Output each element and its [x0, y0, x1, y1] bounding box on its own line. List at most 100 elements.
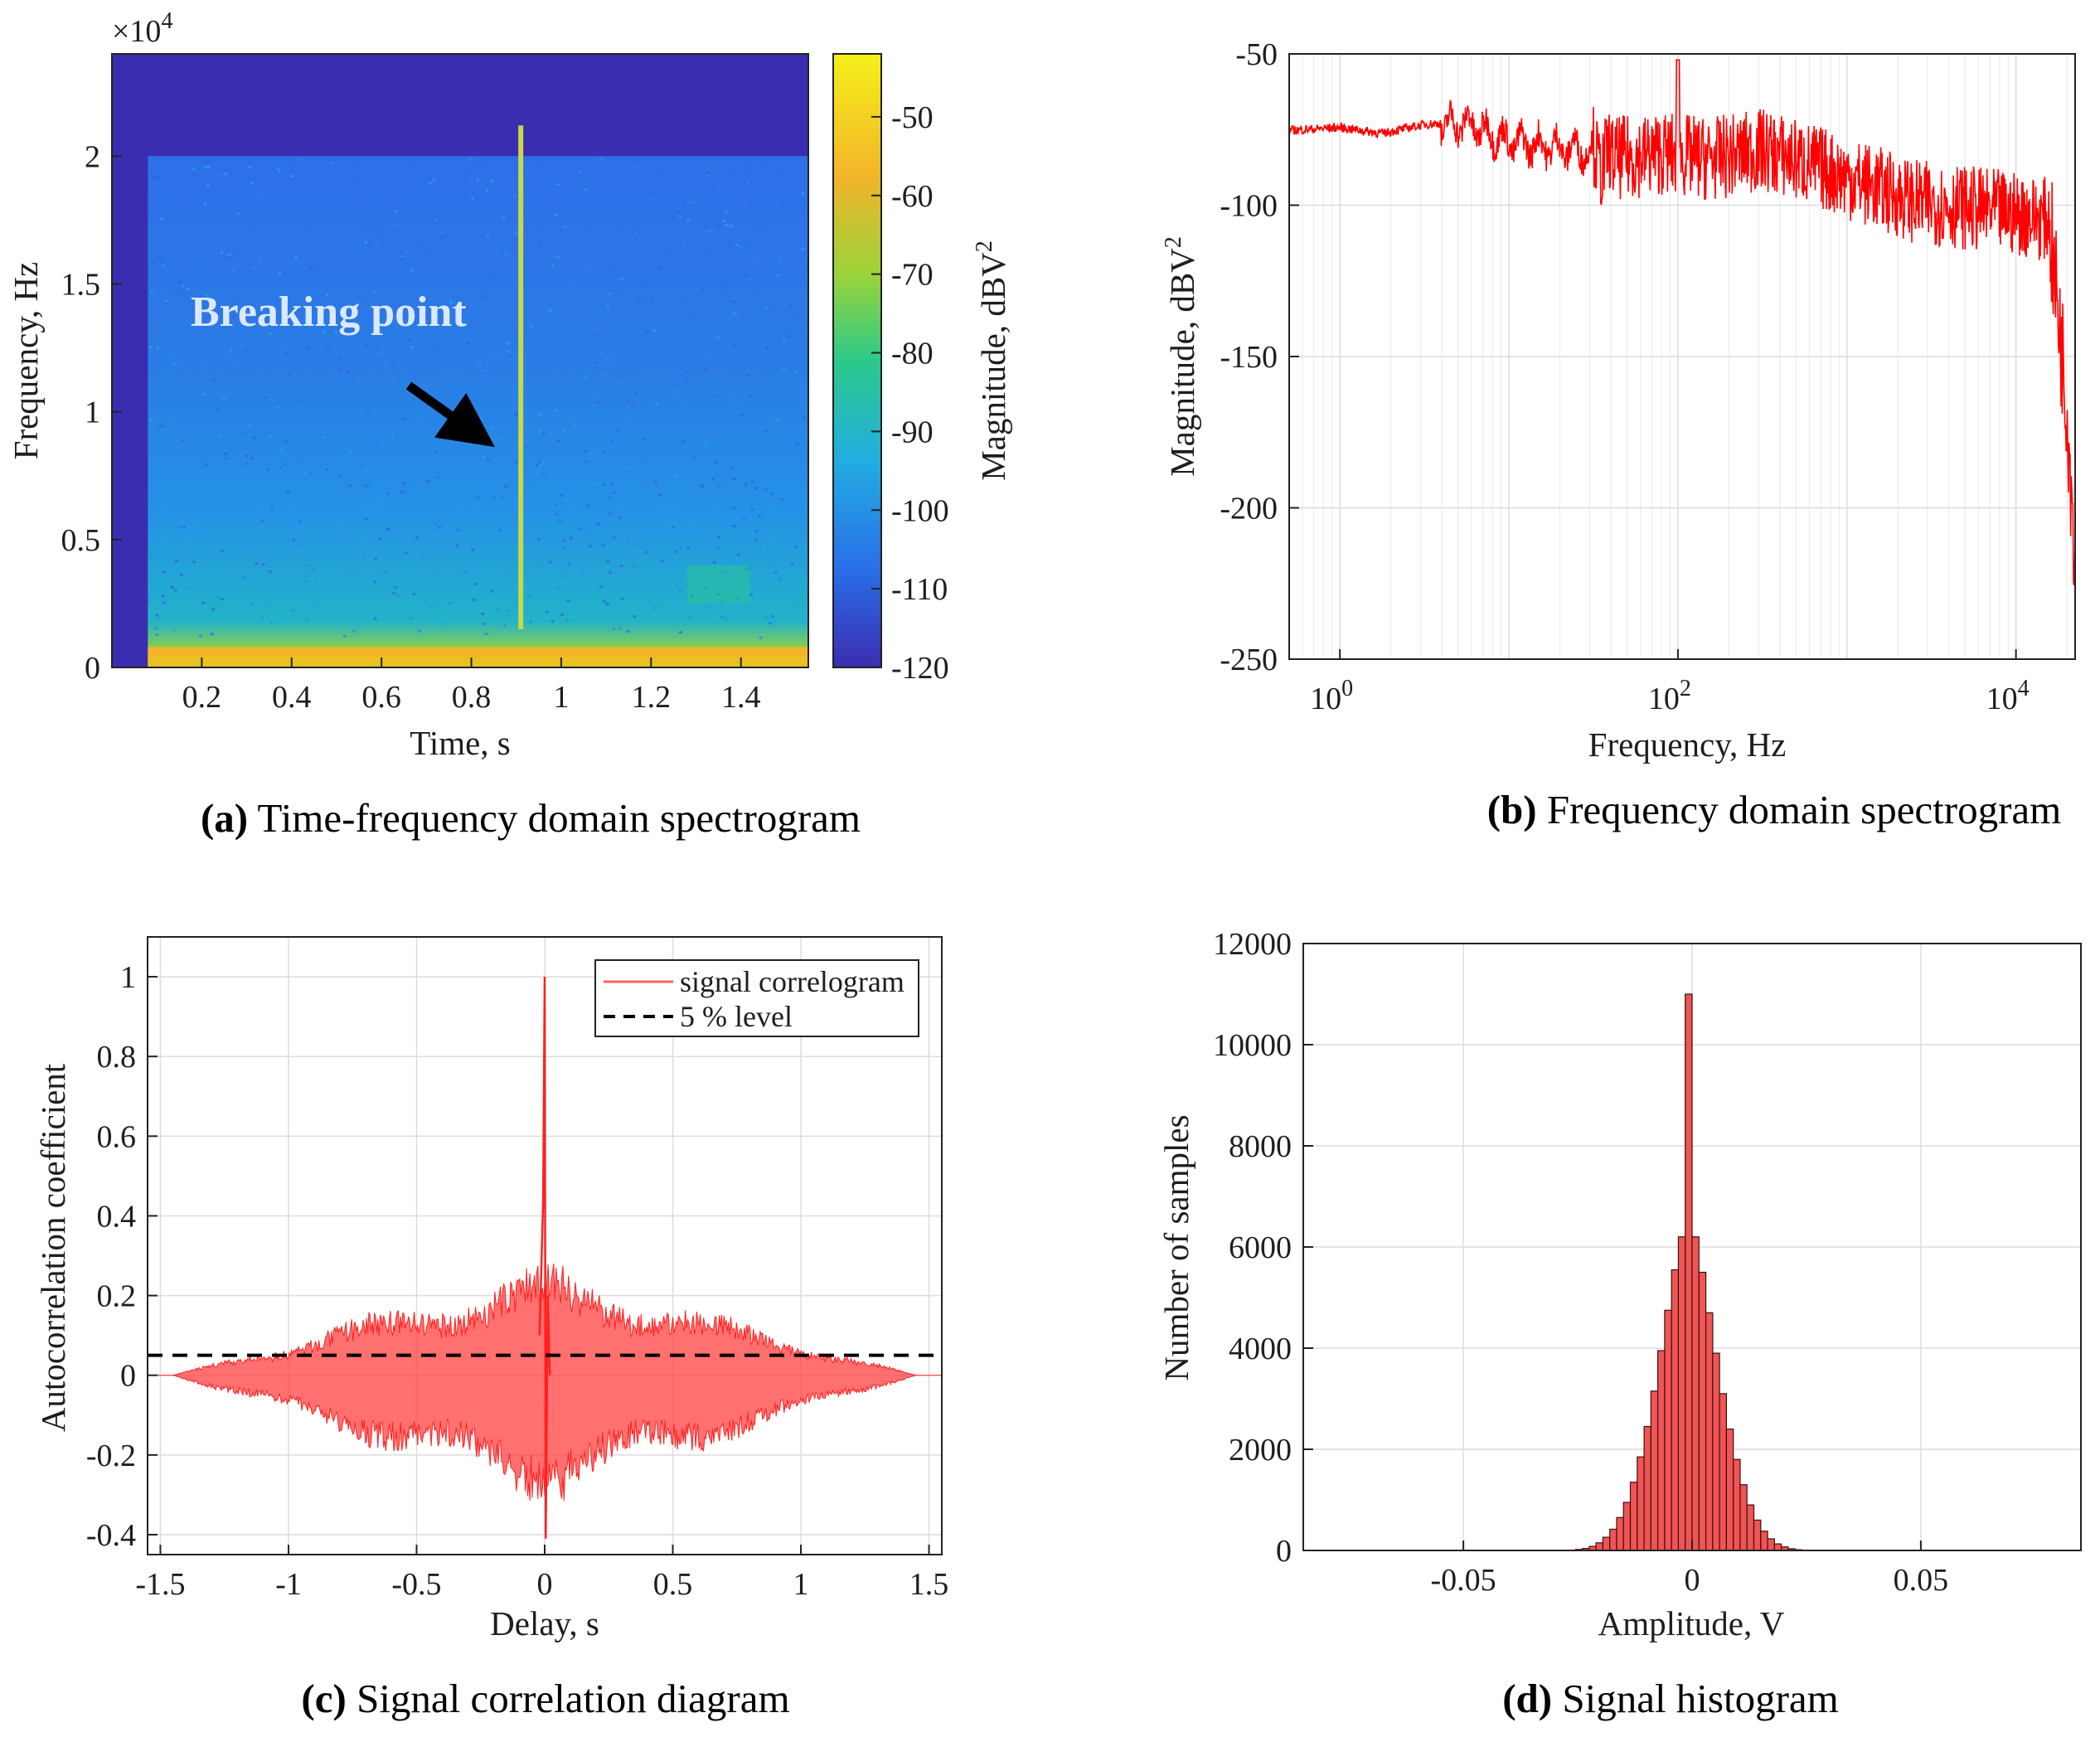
- noise-speck: [676, 384, 680, 387]
- noise-speck: [768, 622, 772, 625]
- noise-speck: [247, 384, 251, 387]
- noise-speck: [781, 204, 785, 207]
- noise-speck: [291, 217, 295, 221]
- x-tick-label: 1: [553, 680, 569, 715]
- noise-speck: [548, 195, 552, 198]
- noise-speck: [777, 576, 781, 580]
- noise-speck: [307, 564, 311, 567]
- x-tick-label: 0.4: [272, 680, 312, 715]
- noise-speck: [592, 399, 596, 402]
- noise-speck: [213, 384, 217, 387]
- noise-speck: [352, 629, 356, 633]
- noise-speck: [256, 332, 260, 335]
- noise-speck: [652, 329, 657, 332]
- noise-speck: [321, 322, 325, 325]
- noise-speck: [304, 450, 308, 454]
- noise-speck: [200, 482, 204, 485]
- noise-speck: [610, 482, 614, 485]
- noise-speck: [154, 275, 158, 279]
- noise-speck: [626, 541, 629, 544]
- noise-speck: [678, 590, 682, 592]
- caption-c: (c) Signal correlation diagram: [301, 1676, 789, 1721]
- caption-a: (a) Time-frequency domain spectrogram: [201, 795, 861, 841]
- noise-speck: [677, 206, 681, 209]
- noise-speck: [673, 522, 677, 525]
- noise-speck: [634, 391, 638, 394]
- noise-speck: [560, 613, 565, 616]
- noise-speck: [225, 457, 228, 460]
- noise-speck: [619, 564, 623, 567]
- noise-speck: [486, 235, 490, 239]
- noise-speck: [226, 316, 230, 319]
- noise-speck: [278, 272, 282, 275]
- noise-speck: [342, 521, 347, 524]
- noise-speck: [192, 167, 196, 171]
- noise-speck: [602, 450, 606, 453]
- noise-speck: [653, 606, 657, 609]
- noise-speck: [213, 177, 217, 181]
- noise-speck: [676, 211, 680, 214]
- noise-speck: [165, 299, 168, 303]
- noise-speck: [535, 267, 539, 270]
- noise-speck: [169, 449, 173, 453]
- noise-speck: [282, 532, 285, 536]
- histogram-bar: [1595, 1542, 1603, 1551]
- noise-speck: [732, 296, 735, 299]
- noise-speck: [383, 570, 387, 574]
- noise-speck: [515, 232, 519, 235]
- noise-speck: [692, 201, 696, 204]
- noise-speck: [778, 256, 782, 260]
- noise-speck: [535, 463, 539, 467]
- y-tick-label: 0.4: [97, 1199, 137, 1234]
- noise-speck: [783, 582, 788, 585]
- spectrogram-x-ticks: 0.2 0.4 0.6 0.8 1 1.2 1.4: [182, 657, 760, 715]
- noise-speck: [704, 601, 708, 604]
- noise-speck: [180, 574, 183, 577]
- noise-speck: [678, 215, 682, 218]
- noise-speck: [354, 158, 358, 161]
- x-tick-label: 0.5: [653, 1567, 693, 1602]
- breaking-point-line: [518, 125, 524, 629]
- noise-speck: [339, 296, 343, 299]
- noise-speck: [350, 363, 354, 366]
- x-tick-base: 10: [1648, 682, 1680, 716]
- noise-speck: [653, 372, 657, 376]
- frequency-x-ticks: 100 102 104: [1310, 649, 2030, 716]
- noise-speck: [614, 479, 618, 483]
- noise-speck: [478, 344, 482, 347]
- noise-speck: [732, 395, 736, 399]
- noise-speck: [597, 333, 601, 337]
- noise-speck: [376, 230, 380, 234]
- noise-speck: [684, 371, 688, 374]
- noise-speck: [441, 235, 445, 239]
- noise-speck: [162, 570, 167, 574]
- noise-speck: [548, 309, 552, 312]
- noise-speck: [675, 582, 679, 585]
- noise-speck: [615, 312, 619, 315]
- noise-speck: [612, 628, 616, 630]
- noise-speck: [187, 587, 192, 590]
- noise-speck: [515, 460, 519, 463]
- noise-speck: [215, 408, 219, 411]
- noise-speck: [506, 342, 510, 345]
- noise-speck: [435, 390, 439, 393]
- noise-speck: [452, 304, 456, 308]
- noise-speck: [177, 525, 181, 528]
- legend-label-correlogram: signal correlogram: [680, 965, 905, 998]
- legend-label-level: 5 % level: [680, 1000, 793, 1033]
- noise-speck: [572, 423, 576, 426]
- noise-speck: [410, 269, 414, 272]
- noise-speck: [206, 294, 209, 297]
- noise-speck: [747, 566, 751, 570]
- noise-speck: [572, 284, 576, 287]
- noise-speck: [355, 195, 359, 198]
- noise-speck: [423, 163, 427, 166]
- noise-speck: [337, 356, 341, 359]
- noise-speck: [713, 394, 717, 397]
- noise-speck: [757, 515, 761, 518]
- noise-speck: [439, 623, 444, 626]
- noise-speck: [179, 508, 182, 512]
- noise-speck: [491, 179, 494, 182]
- noise-speck: [255, 562, 259, 565]
- noise-speck: [692, 456, 696, 459]
